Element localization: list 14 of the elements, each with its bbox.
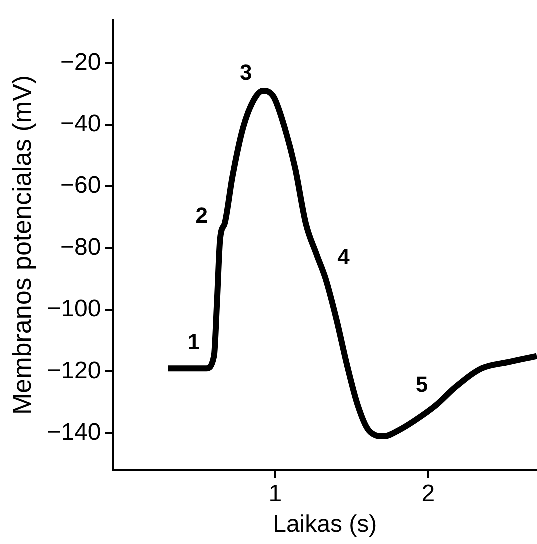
y-axis-title: Membranos potencialas (mV)	[6, 75, 37, 415]
y-tick-label: −100	[47, 296, 102, 323]
annotation: 1	[188, 330, 200, 355]
x-axis-title: Laikas (s)	[273, 511, 378, 538]
y-tick-label: −20	[60, 48, 102, 76]
y-tick-label: −120	[47, 357, 102, 384]
annotation: 4	[338, 244, 351, 270]
y-tick-label: −40	[60, 110, 102, 138]
annotation: 5	[416, 372, 428, 398]
y-tick-label: −140	[47, 419, 102, 446]
annotation: 2	[196, 202, 208, 228]
y-tick-label: −80	[60, 234, 102, 261]
y-tick-label: −60	[60, 172, 102, 200]
annotation: 3	[240, 60, 252, 86]
